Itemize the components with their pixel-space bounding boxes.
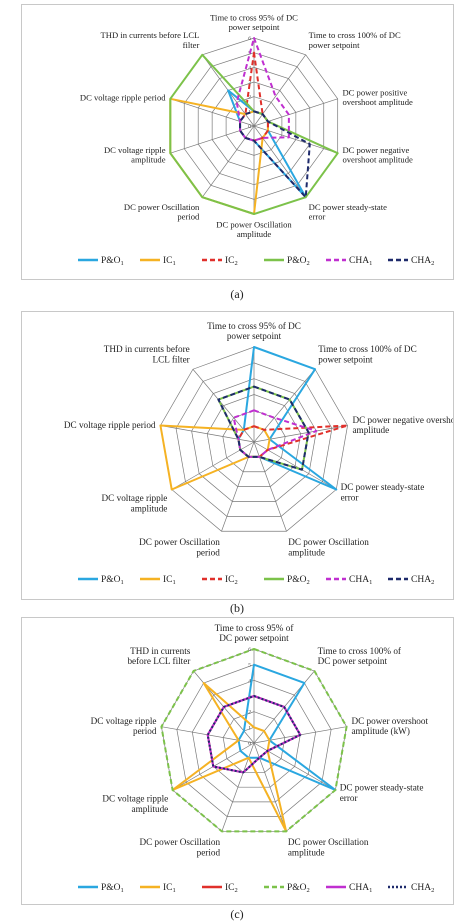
axis-spoke bbox=[201, 125, 255, 198]
legend-label: CHA2 bbox=[411, 575, 434, 586]
tick-label: 3 bbox=[248, 80, 251, 86]
axis-label: DC voltage ripple period bbox=[64, 420, 156, 430]
axis-label: THD in currents before LCL filter bbox=[127, 646, 190, 666]
caption-a: (a) bbox=[230, 287, 244, 301]
axis-label: DC power steady-state error bbox=[340, 783, 424, 803]
tick-label: 2 bbox=[248, 95, 251, 101]
panel-b: Time to cross 95% of DC power setpoint Tim… bbox=[21, 311, 463, 600]
series-line bbox=[206, 695, 302, 774]
legend-label: IC1 bbox=[163, 883, 176, 894]
axis-label: DC power Oscillation period bbox=[139, 837, 220, 857]
legend-label: CHA2 bbox=[411, 256, 434, 267]
axis-label: DC power negative overshoot amplitude bbox=[342, 145, 413, 165]
axis-label: Time to cross 100% of DC power setpoint bbox=[309, 30, 401, 50]
axis-label: DC voltage ripple period bbox=[91, 716, 157, 736]
axis-label: DC power steady-state error bbox=[309, 202, 387, 222]
legend-label: P&O2 bbox=[287, 575, 310, 586]
legend-label: IC1 bbox=[163, 575, 176, 586]
axis-label: THD in currents before LCL filter bbox=[101, 30, 200, 50]
series-line bbox=[217, 385, 310, 471]
axis-label: DC power steady-state error bbox=[341, 482, 425, 502]
legend-label: P&O1 bbox=[101, 256, 124, 267]
axis-label: Time to cross 100% of DC power setpoint bbox=[318, 646, 402, 666]
legend-label: CHA1 bbox=[349, 256, 372, 267]
series-line bbox=[235, 37, 290, 142]
grid-ring bbox=[222, 409, 286, 473]
caption-c: (c) bbox=[230, 907, 244, 921]
tick-label: 0 bbox=[248, 124, 251, 130]
axis-label: DC power Oscillation period bbox=[124, 202, 200, 222]
grid-ring bbox=[191, 679, 317, 803]
tick-label: 0 bbox=[248, 741, 251, 747]
tick-label: 5 bbox=[248, 51, 251, 57]
axis-spoke bbox=[192, 369, 255, 443]
tick-label: 4 bbox=[248, 678, 251, 684]
tick-label: 6 bbox=[248, 647, 251, 653]
legend-label: IC2 bbox=[225, 256, 238, 267]
legend-label: IC2 bbox=[225, 575, 238, 586]
tick-label: 4 bbox=[248, 65, 251, 71]
panel-c: 0 1 2 3 4 5 6 Time to cross 95% of DC power setp… bbox=[21, 617, 454, 905]
grid-ring bbox=[191, 378, 317, 502]
legend-label: IC1 bbox=[163, 256, 176, 267]
axis-label: DC voltage ripple period bbox=[80, 92, 166, 102]
radar-chart-b: Time to cross 95% of DC power setpoint Tim… bbox=[64, 321, 463, 586]
axis-spoke bbox=[253, 742, 336, 791]
grid-ring bbox=[175, 362, 333, 517]
tick-label: 2 bbox=[248, 710, 251, 716]
axis-spoke bbox=[253, 369, 316, 443]
axis-label: DC voltage ripple amplitude bbox=[102, 493, 168, 513]
series-line bbox=[160, 648, 348, 833]
series-line bbox=[237, 346, 338, 491]
axis-label: DC power negative overshoot amplitude bbox=[352, 415, 453, 435]
legend-label: P&O2 bbox=[287, 883, 310, 894]
legend-label: CHA1 bbox=[349, 575, 372, 586]
axis-label: Time to cross 100% of DC power setpoint bbox=[318, 344, 416, 364]
axis-label: Time to cross 95% of DC power setpoint bbox=[210, 12, 298, 32]
legend-label: IC2 bbox=[225, 883, 238, 894]
axis-label: DC power positive overshoot amplitude bbox=[342, 87, 413, 107]
axis-spoke bbox=[253, 425, 348, 443]
axis-spoke bbox=[253, 441, 337, 490]
legend-label: CHA1 bbox=[349, 883, 372, 894]
legend-label: CHA2 bbox=[411, 883, 434, 894]
axis-label: DC power Oscillation amplitude bbox=[288, 837, 369, 857]
grid-ring bbox=[206, 394, 302, 487]
tick-label: 6 bbox=[248, 36, 251, 42]
tick-label: 1 bbox=[248, 725, 251, 731]
axis-label: DC power Oscillation amplitude bbox=[288, 537, 369, 557]
axis-label: DC power overshoot amplitude (kW) bbox=[351, 716, 428, 736]
axis-label: DC power Oscillation period bbox=[139, 537, 220, 557]
series-line bbox=[232, 409, 318, 458]
axis-label: THD in currents before LCL filter bbox=[104, 344, 190, 364]
series-line bbox=[169, 53, 339, 215]
series-line bbox=[169, 97, 269, 215]
panel-a: 0 1 2 3 4 5 6 Time to cross 95% of DC power setp… bbox=[21, 4, 454, 280]
series-line bbox=[239, 110, 311, 199]
caption-b: (b) bbox=[230, 601, 244, 615]
axis-spoke bbox=[171, 441, 255, 490]
grid-ring bbox=[222, 711, 286, 773]
axis-label: DC voltage ripple amplitude bbox=[104, 145, 166, 165]
legend-label: P&O1 bbox=[101, 575, 124, 586]
grid-ring bbox=[176, 664, 332, 817]
axis-label: DC power Oscillation amplitude bbox=[216, 220, 292, 240]
tick-label: 5 bbox=[248, 663, 251, 669]
legend-label: P&O1 bbox=[101, 883, 124, 894]
grid-ring bbox=[160, 346, 348, 532]
legend-label: P&O2 bbox=[287, 256, 310, 267]
axis-label: DC voltage ripple amplitude bbox=[102, 794, 168, 814]
axis-spoke bbox=[253, 54, 307, 127]
axis-label: Time to cross 95% of DC power setpoint bbox=[207, 321, 301, 341]
axis-label: Time to cross 95% of DC power setpoint bbox=[215, 623, 295, 643]
